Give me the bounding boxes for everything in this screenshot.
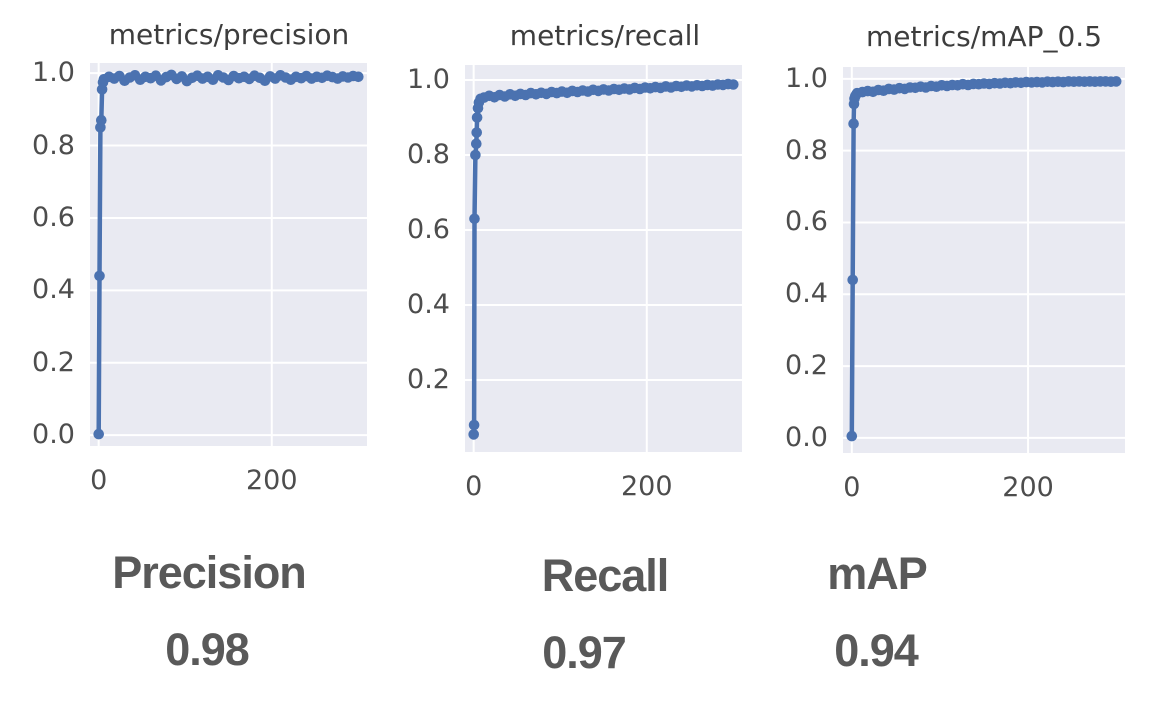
plot-area	[843, 67, 1125, 453]
data-point-marker	[728, 79, 739, 90]
y-tick-label: 0.8	[785, 134, 828, 166]
y-tick-label: 0.6	[407, 214, 450, 245]
chart-title-recall: metrics/recall	[509, 19, 701, 52]
x-tick-label: 200	[621, 471, 673, 502]
data-point-marker	[846, 430, 858, 442]
data-point-marker	[96, 114, 107, 126]
summary-label-precision: Precision	[112, 547, 307, 598]
chart-title-map05: metrics/mAP_0.5	[865, 20, 1103, 53]
data-point-marker	[468, 429, 479, 440]
y-tick-label: 1.0	[32, 57, 75, 89]
summary-value-recall: 0.97	[542, 627, 627, 678]
data-point-marker	[471, 112, 483, 123]
y-tick-label: 0.8	[32, 129, 75, 161]
summary-label-recall: Recall	[541, 550, 670, 601]
metric-line	[849, 79, 1119, 439]
y-tick-label: 0.2	[407, 364, 450, 395]
data-point-marker	[847, 274, 858, 286]
summary-label-map: mAP	[827, 548, 928, 599]
data-point-marker	[469, 213, 480, 225]
data-point-marker	[471, 127, 482, 138]
chart-title-precision: metrics/precision	[108, 18, 350, 51]
metric-line	[96, 72, 361, 437]
x-tick-label: 0	[465, 471, 483, 502]
data-point-marker	[470, 149, 481, 161]
x-tick-label: 200	[246, 465, 298, 496]
x-tick-label: 200	[1002, 472, 1054, 503]
x-tick-label: 0	[843, 472, 861, 503]
data-point-marker	[468, 419, 480, 431]
y-tick-label: 1.0	[407, 64, 450, 95]
summary-value-precision: 0.98	[165, 624, 250, 675]
data-point-marker	[353, 71, 364, 83]
metric-line	[471, 81, 736, 437]
data-point-marker	[471, 138, 482, 150]
y-tick-label: 0.4	[785, 278, 828, 310]
y-tick-label: 0.8	[407, 139, 450, 170]
y-tick-label: 0.2	[785, 350, 828, 382]
data-point-marker	[1110, 76, 1122, 87]
y-tick-label: 0.6	[32, 201, 75, 233]
y-tick-label: 0.4	[407, 289, 450, 320]
plot-area	[90, 63, 367, 446]
summary-value-map: 0.94	[834, 625, 919, 676]
plot-area	[465, 65, 742, 452]
data-point-marker	[848, 118, 859, 129]
y-tick-label: 0.2	[32, 346, 75, 378]
y-tick-label: 0.4	[32, 274, 75, 306]
x-tick-label: 0	[90, 465, 108, 496]
y-tick-label: 1.0	[785, 62, 828, 94]
data-point-marker	[93, 428, 104, 440]
y-tick-label: 0.6	[785, 206, 828, 238]
y-tick-label: 0.0	[32, 419, 75, 451]
data-point-marker	[94, 270, 105, 282]
y-tick-label: 0.0	[785, 421, 828, 453]
